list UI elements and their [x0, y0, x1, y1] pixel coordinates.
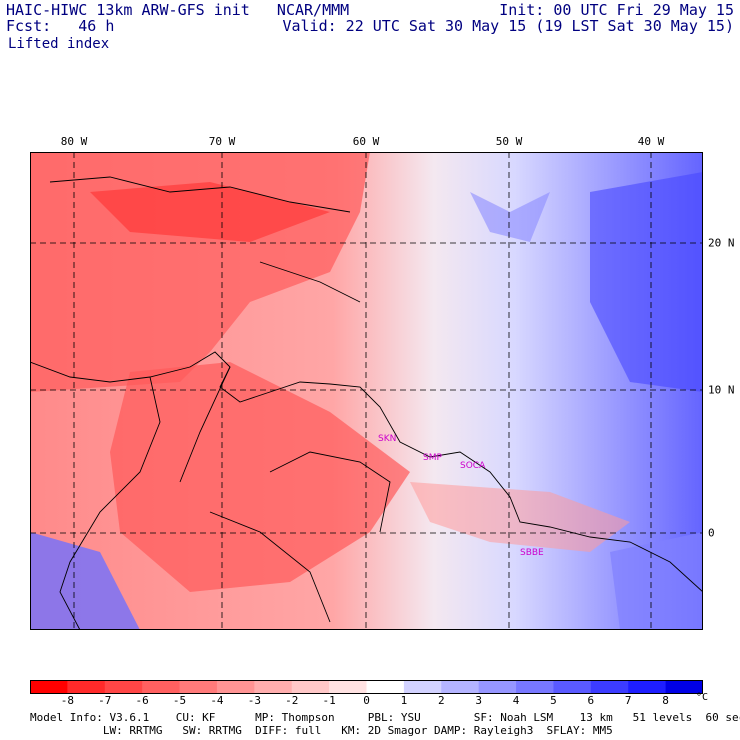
colorbar-cell — [665, 680, 703, 694]
station-sbbe: SBBE — [520, 548, 544, 558]
colorbar-tick-label: 4 — [512, 694, 520, 707]
lat-label-10n: 10 N — [708, 383, 735, 397]
colorbar-tick-label: 1 — [400, 694, 408, 707]
colorbar-tick-label: -6 — [135, 694, 149, 707]
colorbar-tick-label: -8 — [60, 694, 74, 707]
colorbar-tick-label: -1 — [322, 694, 336, 707]
colorbar-tick-label: 7 — [624, 694, 632, 707]
colorbar-cell — [179, 680, 218, 694]
colorbar-tick-label: -4 — [210, 694, 224, 707]
colorbar-cell — [628, 680, 667, 694]
colorbar-cell — [403, 680, 442, 694]
colorbar-cell — [329, 680, 367, 694]
init-time: Init: 00 UTC Fri 29 May 15 — [499, 1, 734, 19]
colorbar-cell — [441, 680, 480, 694]
colorbar-tick-label: -3 — [247, 694, 261, 707]
station-soca: SOCA — [460, 461, 486, 471]
colorbar-tick-label: 5 — [550, 694, 557, 707]
valid-time: Valid: 22 UTC Sat 30 May 15 (19 LST Sat … — [282, 17, 734, 35]
stable-region-southeast — [610, 532, 703, 630]
model-info-line1: Model Info: V3.6.1 CU: KF MP: Thompson P… — [30, 711, 740, 724]
field-name: Lifted index — [8, 36, 110, 52]
colorbar-cell — [366, 680, 405, 694]
stable-streak — [470, 192, 550, 242]
model-info-line2: LW: RRTMG SW: RRTMG DIFF: full KM: 2D Sm… — [30, 724, 613, 737]
colorbar-cell — [67, 680, 106, 694]
map-frame — [30, 152, 703, 630]
stable-region-atlantic — [590, 172, 703, 392]
colorbar-cell — [553, 680, 592, 694]
stable-region-pacific — [30, 532, 140, 630]
colorbar-tick-label: 6 — [587, 694, 595, 707]
colorbar-cell — [291, 680, 330, 694]
lat-label-equator: 0 — [708, 526, 715, 540]
colorbar-tick-label: 8 — [662, 694, 669, 707]
colorbar-tick-label: -2 — [285, 694, 299, 707]
colorbar-cell — [590, 680, 629, 694]
unstable-region-south-america — [110, 362, 410, 592]
colorbar-tick-label: -5 — [172, 694, 187, 707]
station-skn: SKN — [378, 434, 396, 444]
lon-label-50w: 50 W — [495, 135, 523, 148]
colorbar-cell — [142, 680, 181, 694]
colorbar-tick-label: 3 — [475, 694, 482, 707]
lon-label-60w: 60 W — [352, 135, 380, 148]
unstable-band-amazon — [410, 482, 630, 552]
colorbar-frame — [30, 680, 703, 694]
lon-label-40w: 40 W — [637, 135, 665, 148]
colorbar-tick-label: -7 — [98, 694, 112, 707]
colorbar-cell — [216, 680, 255, 694]
colorbar-tick-label: 2 — [437, 694, 445, 707]
coastlines — [30, 176, 703, 630]
station-smp: SMP — [423, 453, 442, 463]
colorbar-cell — [104, 680, 143, 694]
colorbar-unit: °C — [696, 692, 709, 703]
lon-label-80w: 80 W — [60, 135, 88, 148]
colorbar-cell — [254, 680, 293, 694]
lat-lon-grid — [30, 152, 703, 630]
colorbar-cell — [30, 680, 68, 694]
colorbar-cell — [516, 680, 554, 694]
lon-label-70w: 70 W — [208, 135, 236, 148]
colorbar — [30, 680, 703, 694]
colorbar-cell — [478, 680, 517, 694]
colorbar-tick-label: 0 — [363, 694, 370, 707]
model-title: HAIC-HIWC 13km ARW-GFS init NCAR/MMM — [6, 1, 350, 19]
forecast-hour: Fcst: 46 h — [6, 17, 115, 35]
lifted-index-map: SKN SMP SOCA SBBE — [30, 152, 703, 630]
lat-label-20n: 20 N — [708, 236, 735, 250]
